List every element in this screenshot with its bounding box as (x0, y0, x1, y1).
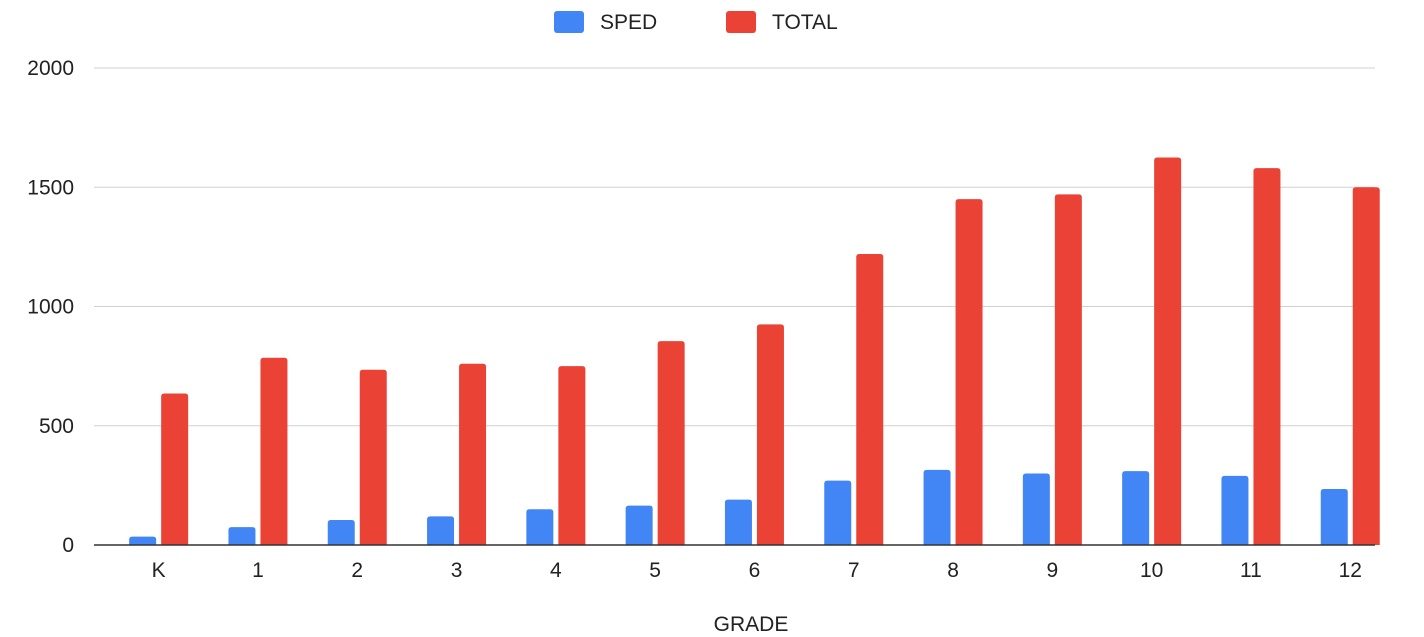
x-tick-label-5: 5 (649, 559, 661, 582)
bar-sped-8 (923, 469, 951, 545)
x-axis-title: GRADE (714, 613, 789, 636)
x-tick-label-7: 7 (848, 559, 860, 582)
bar-sped-4 (526, 509, 554, 545)
bar-total-3 (459, 363, 487, 545)
bar-total-6 (756, 324, 784, 545)
bar-total-11 (1253, 168, 1281, 546)
y-axis-tick-labels: 0 500 1000 1500 2000 (27, 57, 74, 557)
bar-sped-6 (724, 499, 752, 545)
bar-sped-9 (1022, 473, 1050, 545)
x-tick-label-6: 6 (749, 559, 761, 582)
bar-total-k (161, 393, 189, 545)
bar-sped-3 (427, 516, 455, 545)
y-tick-label-0: 0 (62, 534, 74, 557)
bar-sped-7 (824, 480, 852, 545)
legend-swatch-sped (554, 11, 584, 33)
bar-sped-12 (1320, 488, 1348, 545)
bar-total-2 (359, 369, 387, 545)
legend-label-total: TOTAL (772, 11, 838, 34)
x-tick-label-12: 12 (1339, 559, 1362, 582)
legend-swatch-total (726, 11, 756, 33)
legend-label-sped: SPED (600, 11, 657, 34)
bar-sped-10 (1122, 471, 1150, 545)
y-tick-label-2000: 2000 (27, 57, 74, 80)
legend: SPED TOTAL (554, 11, 838, 34)
bar-total-8 (955, 199, 983, 546)
x-axis-tick-labels: K 1 2 3 4 5 6 7 8 9 10 11 12 (152, 559, 1362, 582)
bar-total-1 (260, 357, 288, 545)
bar-total-4 (558, 366, 586, 545)
bars (129, 157, 1380, 546)
x-tick-label-1: 1 (252, 559, 264, 582)
x-tick-label-10: 10 (1140, 559, 1163, 582)
bar-total-5 (657, 341, 685, 545)
x-tick-label-8: 8 (947, 559, 959, 582)
bar-total-7 (856, 254, 884, 545)
bar-sped-1 (228, 527, 256, 545)
bar-sped-k (129, 536, 157, 545)
bar-sped-2 (327, 519, 355, 545)
y-tick-label-500: 500 (39, 415, 74, 438)
bar-total-9 (1054, 194, 1082, 545)
bar-sped-5 (625, 505, 653, 545)
bar-total-10 (1154, 157, 1182, 545)
x-tick-label-2: 2 (351, 559, 363, 582)
x-tick-label-k: K (152, 559, 166, 582)
x-tick-label-4: 4 (550, 559, 562, 582)
x-tick-label-3: 3 (451, 559, 463, 582)
y-tick-label-1000: 1000 (27, 296, 74, 319)
y-tick-label-1500: 1500 (27, 176, 74, 199)
bar-sped-11 (1221, 475, 1249, 545)
x-tick-label-9: 9 (1047, 559, 1059, 582)
x-tick-label-11: 11 (1240, 559, 1262, 582)
bar-total-12 (1352, 187, 1380, 545)
